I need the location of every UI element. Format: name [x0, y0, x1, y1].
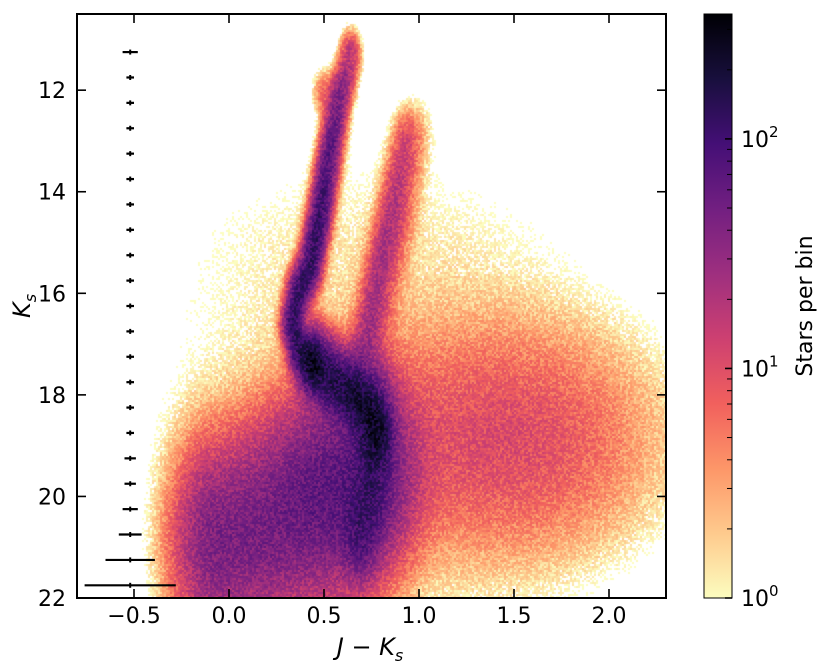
y-tick-label: 14 [38, 181, 66, 206]
colorbar-tick-label: 100 [741, 582, 779, 612]
x-tick-label: −0.5 [107, 604, 160, 629]
x-tick-label: 0.5 [307, 604, 342, 629]
x-tick-label: 0.0 [212, 604, 247, 629]
x-tick-label: 1.5 [497, 604, 532, 629]
colorbar-ticks: 100 101 102 [725, 28, 779, 612]
x-tick-label: 1.0 [402, 604, 437, 629]
x-tick-label: 2.0 [592, 604, 627, 629]
colorbar-tick-label: 102 [741, 123, 779, 153]
colorbar-tick-label: 101 [741, 352, 779, 382]
y-tick-label: 20 [38, 485, 66, 510]
colorbar-label: Stars per bin [793, 235, 818, 376]
x-axis-label: J − Ks [333, 633, 404, 665]
y-tick-label: 16 [38, 282, 66, 307]
colorbar [704, 14, 732, 598]
plot-frame [76, 13, 667, 599]
y-axis-ticks: 12 14 16 18 20 22 [38, 79, 666, 612]
density-heatmap [77, 14, 666, 598]
colorbar-frame [703, 13, 733, 599]
x-axis-ticks: −0.5 0.0 0.5 1.0 1.5 2.0 [107, 14, 627, 629]
y-tick-label: 22 [38, 587, 66, 612]
y-tick-label: 12 [38, 79, 66, 104]
error-bars [84, 49, 176, 588]
y-axis-label: Ks [8, 294, 40, 318]
y-tick-label: 18 [38, 384, 66, 409]
